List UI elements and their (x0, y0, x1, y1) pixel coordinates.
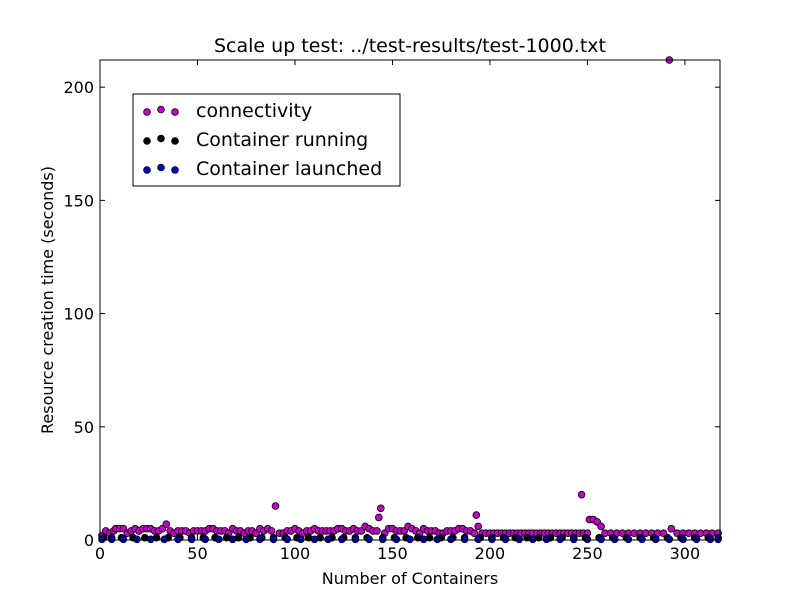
data-point (665, 535, 674, 544)
y-axis-ticks: 0 50 100 150 200 (63, 78, 720, 550)
data-point (474, 522, 483, 531)
x-axis-ticks: 0 50 100 150 200 250 300 (95, 60, 700, 563)
x-tick-label: 150 (377, 544, 408, 563)
data-point (269, 535, 278, 544)
data-point (706, 535, 715, 544)
legend-marker (143, 137, 151, 145)
y-axis-label: Resource creation time (seconds) (38, 166, 57, 434)
x-axis-label: Number of Containers (322, 569, 498, 588)
data-point (256, 535, 264, 544)
data-point (228, 535, 237, 544)
data-point (119, 535, 128, 544)
data-point (542, 535, 551, 544)
data-point (667, 524, 676, 533)
data-point (267, 527, 276, 535)
data-point (271, 502, 280, 510)
data-point (610, 535, 619, 544)
data-point (146, 535, 155, 544)
data-point (470, 529, 479, 537)
legend-marker (143, 166, 151, 174)
x-tick-label: 200 (475, 544, 506, 563)
legend-marker (171, 108, 179, 116)
data-point (296, 535, 305, 544)
x-tick-label: 100 (280, 544, 311, 563)
data-point (365, 535, 373, 544)
data-point (162, 520, 171, 528)
data-point (201, 535, 210, 544)
legend-marker (157, 134, 165, 143)
y-tick-label: 100 (63, 305, 94, 324)
legend-label: Container running (196, 129, 368, 151)
data-point (174, 535, 182, 544)
data-point (242, 535, 251, 544)
data-point (556, 535, 564, 544)
series-2 (98, 535, 722, 544)
data-point (187, 535, 196, 544)
legend-marker (157, 163, 165, 172)
data-point (569, 535, 578, 544)
data-point (692, 535, 701, 544)
y-tick-label: 0 (84, 531, 94, 550)
data-point (577, 490, 586, 499)
data-point (351, 535, 360, 544)
data-point (433, 535, 442, 544)
data-point (597, 535, 605, 544)
data-point (310, 535, 319, 544)
data-point (515, 535, 523, 544)
plot-frame (99, 59, 721, 541)
y-tick-label: 200 (63, 78, 94, 97)
data-point (107, 535, 116, 544)
data-point (337, 535, 346, 544)
x-tick-label: 0 (95, 544, 105, 563)
data-point (651, 535, 660, 544)
legend: connectivity Container running Container l… (132, 93, 401, 187)
data-point (474, 535, 483, 544)
data-point (528, 535, 537, 544)
data-point (374, 513, 383, 522)
data-point (376, 504, 385, 513)
y-tick-label: 150 (63, 191, 94, 210)
data-point (133, 535, 141, 544)
x-tick-label: 300 (670, 544, 701, 563)
data-point (597, 522, 605, 531)
data-point (392, 535, 401, 544)
data-point (638, 535, 646, 544)
data-point (419, 535, 428, 544)
y-tick-label: 50 (74, 418, 94, 437)
data-point (373, 527, 381, 535)
legend-marker (143, 108, 151, 116)
data-point (160, 535, 169, 544)
legend-marker (171, 137, 179, 145)
legend-marker (157, 105, 165, 114)
data-point (324, 535, 332, 544)
x-tick-label: 250 (572, 544, 603, 563)
x-tick-label: 50 (187, 544, 207, 563)
data-point (447, 535, 455, 544)
data-point (283, 535, 292, 544)
data-point (215, 535, 223, 544)
data-point (406, 535, 414, 544)
data-point (378, 535, 387, 544)
data-point (472, 511, 481, 519)
legend-label: connectivity (196, 100, 312, 122)
data-marks (98, 56, 722, 544)
data-point (624, 535, 633, 544)
legend-marker (171, 166, 179, 174)
data-point (501, 535, 510, 544)
legend-label: Container launched (196, 158, 382, 180)
data-point (460, 535, 469, 544)
chart-title: Scale up test: ../test-results/test-1000… (214, 35, 606, 57)
